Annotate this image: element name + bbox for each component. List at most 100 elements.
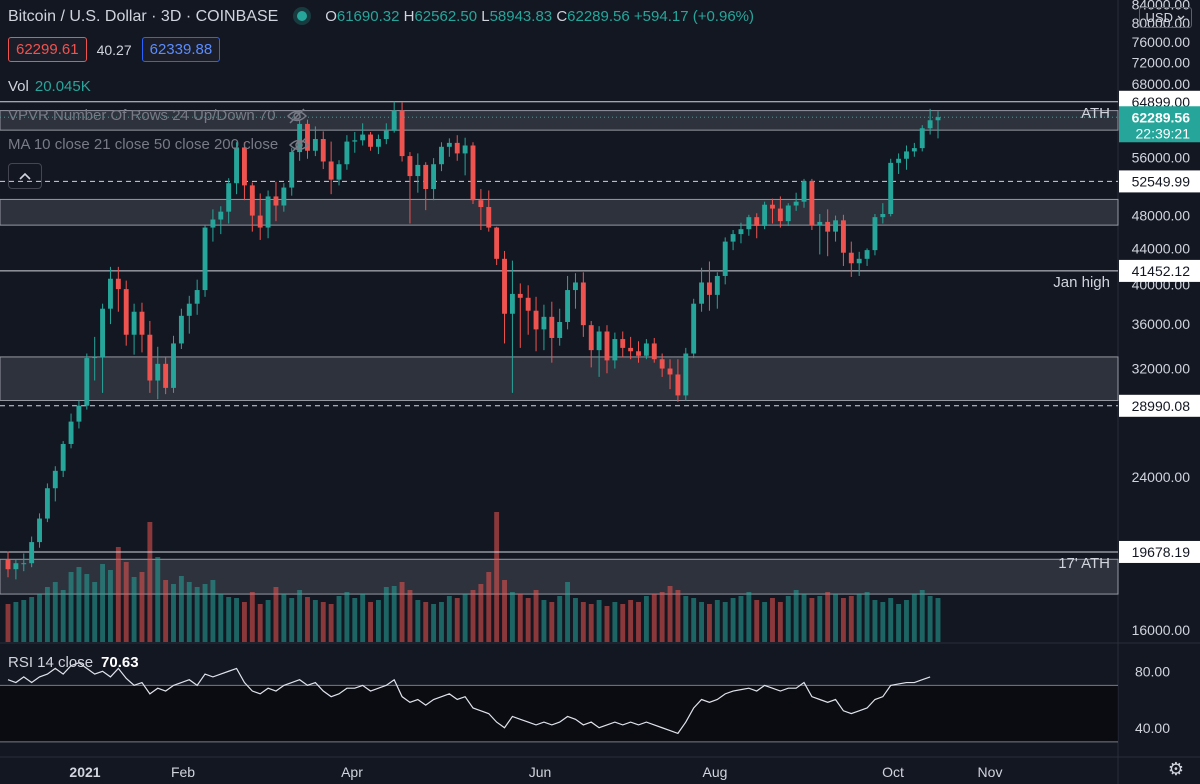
candle-body <box>533 310 539 330</box>
volume-bar <box>226 597 232 642</box>
low-value: 58943.83 <box>489 8 553 25</box>
volume-bar <box>446 596 452 642</box>
candle-body <box>541 316 547 330</box>
volume-bar <box>241 602 247 642</box>
level-price-tag-bg <box>1119 259 1200 282</box>
price-tick-label: 56000.00 <box>1132 149 1191 165</box>
sell-price-button[interactable]: 62299.61 <box>8 37 87 62</box>
candle-body <box>770 204 775 209</box>
ma-label: MA 10 close 21 close 50 close 200 close <box>8 136 279 153</box>
volume-bar <box>833 594 838 642</box>
volume-bar <box>336 596 342 642</box>
vpvr-legend[interactable]: VPVR Number Of Rows 24 Up/Down 70 <box>8 107 308 124</box>
candle-body <box>312 139 318 151</box>
candle-body <box>194 290 200 304</box>
volume-bar <box>636 602 641 642</box>
candle-body <box>281 187 287 206</box>
volume-bar <box>502 580 507 642</box>
candle-body <box>234 147 240 184</box>
symbol-title[interactable]: Bitcoin / U.S. Dollar · 3D · COINBASE <box>8 8 279 25</box>
volume-bar <box>123 562 129 642</box>
rsi-legend[interactable]: RSI 14 close 70.63 <box>8 654 139 671</box>
candle-body <box>730 234 736 242</box>
level-label: ATH <box>1081 105 1110 122</box>
candle-body <box>565 290 571 323</box>
close-label: C <box>556 8 568 25</box>
candle-body <box>186 303 192 316</box>
candle-body <box>37 518 42 543</box>
volume-bar <box>100 564 106 642</box>
volume-bar <box>108 570 113 642</box>
candle-body <box>502 258 507 314</box>
currency-select[interactable]: USD <box>1138 7 1192 28</box>
candle-body <box>21 563 27 565</box>
candle-body <box>320 139 326 162</box>
volume-legend[interactable]: Vol 20.045K <box>8 78 91 95</box>
high-label: H <box>403 8 415 25</box>
volume-bar <box>777 602 783 642</box>
volume-bar <box>785 596 791 642</box>
volume-bar <box>478 584 484 642</box>
eye-off-icon[interactable] <box>286 107 308 124</box>
time-tick-label: Aug <box>703 764 728 780</box>
volume-bar <box>809 598 815 642</box>
volume-bar <box>92 582 98 642</box>
close-value: 62289.56 <box>567 8 630 25</box>
volume-bar <box>541 600 547 642</box>
gear-icon[interactable]: ⚙ <box>1167 759 1184 779</box>
volume-bar <box>573 598 578 642</box>
volume-bar <box>115 547 121 642</box>
candle-body <box>659 359 665 369</box>
volume-bar <box>462 594 468 642</box>
eye-off-icon[interactable] <box>288 136 310 153</box>
volume-bar <box>746 592 752 642</box>
price-tick-label: 48000.00 <box>1132 208 1191 224</box>
volume-bar <box>5 604 11 642</box>
candle-body <box>368 134 373 147</box>
rsi-value: 70.63 <box>101 654 139 671</box>
price-tick-label: 68000.00 <box>1132 76 1191 92</box>
volume-bar <box>817 596 823 642</box>
buy-price-button[interactable]: 62339.88 <box>141 37 221 62</box>
candle-body <box>155 363 161 381</box>
candle-body <box>643 343 649 356</box>
candle-body <box>407 156 413 177</box>
candle-body <box>68 421 74 444</box>
candle-body <box>486 207 492 228</box>
ma-legend[interactable]: MA 10 close 21 close 50 close 200 close <box>8 136 310 153</box>
candle-body <box>478 200 484 208</box>
time-tick-label: Oct <box>882 764 904 780</box>
candle-body <box>848 252 854 264</box>
candle-body <box>573 282 578 291</box>
volume-value: 20.045K <box>34 78 91 95</box>
candle-body <box>880 214 886 218</box>
rsi-tick-label: 80.00 <box>1135 663 1170 679</box>
candle-body <box>76 405 82 422</box>
candle-body <box>202 227 208 291</box>
candle-body <box>927 120 933 129</box>
candle-body <box>305 123 310 151</box>
candle-body <box>360 134 366 141</box>
candle-body <box>123 289 129 335</box>
candle-body <box>273 196 279 206</box>
volume-bar <box>383 587 389 642</box>
volume-bar <box>793 590 799 642</box>
market-open-dot-icon <box>296 11 307 22</box>
volume-bar <box>186 582 192 642</box>
bid-ask-row: 62299.61 40.27 62339.88 <box>8 37 221 62</box>
volume-bar <box>52 582 58 642</box>
price-tick-label: 32000.00 <box>1132 361 1191 377</box>
candle-body <box>706 282 712 295</box>
candle-body <box>375 139 381 147</box>
collapse-legend-button[interactable] <box>8 163 42 189</box>
volume-bar <box>864 592 870 642</box>
rsi-band <box>0 685 1118 742</box>
volume-bar <box>730 598 736 642</box>
rsi-label: RSI 14 close <box>8 654 94 671</box>
level-price-tag: 52549.99 <box>1132 173 1191 189</box>
candle-body <box>785 205 791 222</box>
volume-bar <box>431 604 437 642</box>
candle-body <box>872 217 878 251</box>
volume-bar <box>139 572 145 642</box>
